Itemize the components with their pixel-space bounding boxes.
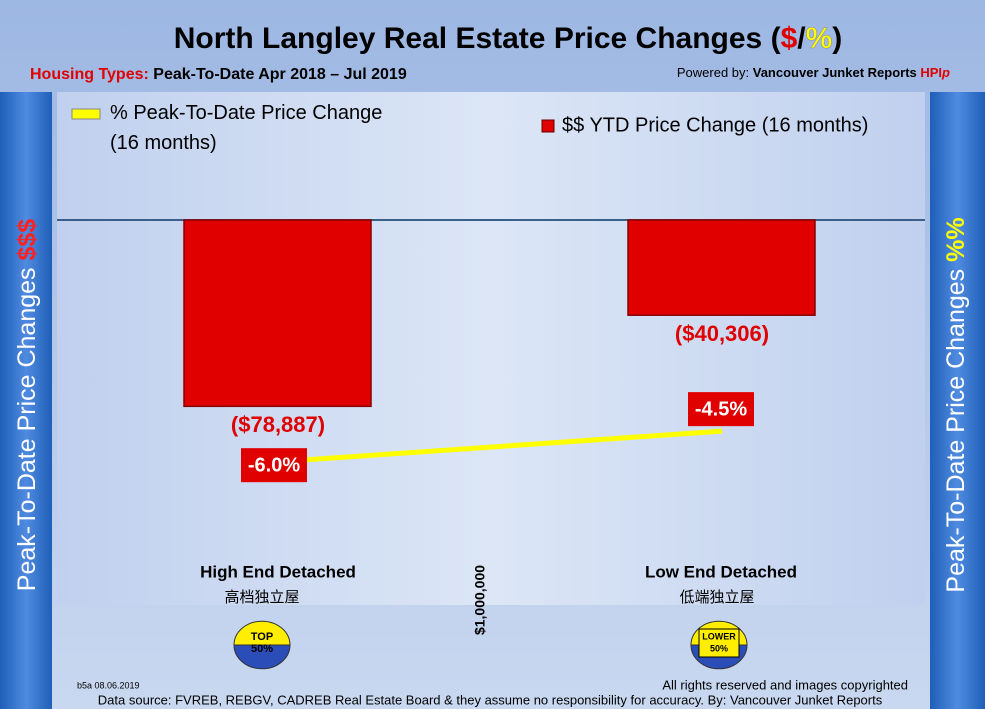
badge-label: 50% xyxy=(251,643,273,655)
title-part: ) xyxy=(832,22,842,55)
bar-value-label: ($78,887) xyxy=(231,412,325,437)
subtitle-part: Peak-To-Date Apr 2018 – Jul 2019 xyxy=(149,66,407,83)
y2-label-part: Peak-To-Date Price Changes xyxy=(942,262,970,593)
y-label-part: Peak-To-Date Price Changes xyxy=(13,261,41,592)
line-value-label: -6.0% xyxy=(248,454,300,476)
bar xyxy=(627,219,816,316)
x-tick-label: Low End Detached xyxy=(645,562,797,581)
bar xyxy=(183,219,372,408)
value-label-box xyxy=(241,448,307,483)
y2-label-part: %% xyxy=(942,217,970,261)
rights: All rights reserved and images copyright… xyxy=(662,677,908,692)
value-label-box xyxy=(688,392,754,427)
powered-part: Vancouver Junket Reports xyxy=(753,65,921,80)
x-tick-label: High End Detached xyxy=(200,562,356,581)
left-band xyxy=(0,92,52,709)
title-part: % xyxy=(806,22,833,55)
line xyxy=(271,428,723,465)
powered-part: p xyxy=(941,65,950,80)
legend-swatch xyxy=(71,108,101,120)
badge-label-bg xyxy=(698,628,740,658)
line-value-label: -4.5% xyxy=(695,398,747,420)
legend-label: % Peak-To-Date Price Change (16 months) xyxy=(110,102,382,154)
legend-line: (16 months) xyxy=(110,132,217,154)
title-part: $ xyxy=(781,22,798,55)
divider-label: $1,000,000 xyxy=(472,565,488,635)
subtitle-part: Housing Types: xyxy=(30,66,149,83)
y-axis-label: Peak-To-Date Price Changes $$$ xyxy=(13,219,41,592)
y-label-part: $$$ xyxy=(13,219,41,261)
badge-top xyxy=(233,620,291,646)
badge-label: LOWER xyxy=(702,631,736,641)
chart-title: North Langley Real Estate Price Changes … xyxy=(174,22,843,55)
legend-line: % Peak-To-Date Price Change xyxy=(110,102,382,124)
source: Data source: FVREB, REBGV, CADREB Real E… xyxy=(98,692,883,707)
x-sublabel: 高档独立屋 xyxy=(224,589,299,606)
x-sublabel: 低端独立屋 xyxy=(679,589,754,606)
subtitle: Housing Types: Peak-To-Date Apr 2018 – J… xyxy=(30,66,407,83)
badge-label: TOP xyxy=(251,631,273,643)
legend-swatch xyxy=(541,119,555,133)
legend-label: $$ YTD Price Change (16 months) xyxy=(562,114,868,136)
bar-value-label: ($40,306) xyxy=(675,321,769,346)
badge-bottom xyxy=(233,644,291,670)
title-part: / xyxy=(797,22,806,55)
right-band xyxy=(930,92,985,709)
badge-label: 50% xyxy=(710,643,728,653)
powered-part: HPI xyxy=(920,65,942,80)
title-part: North Langley Real Estate Price Changes … xyxy=(174,22,781,55)
version-note: b5a 08.06.2019 xyxy=(77,680,140,690)
y2-axis-label: Peak-To-Date Price Changes %% xyxy=(942,217,970,592)
powered-part: Powered by: xyxy=(677,65,753,80)
powered-by: Powered by: Vancouver Junket Reports HPI… xyxy=(677,65,950,80)
